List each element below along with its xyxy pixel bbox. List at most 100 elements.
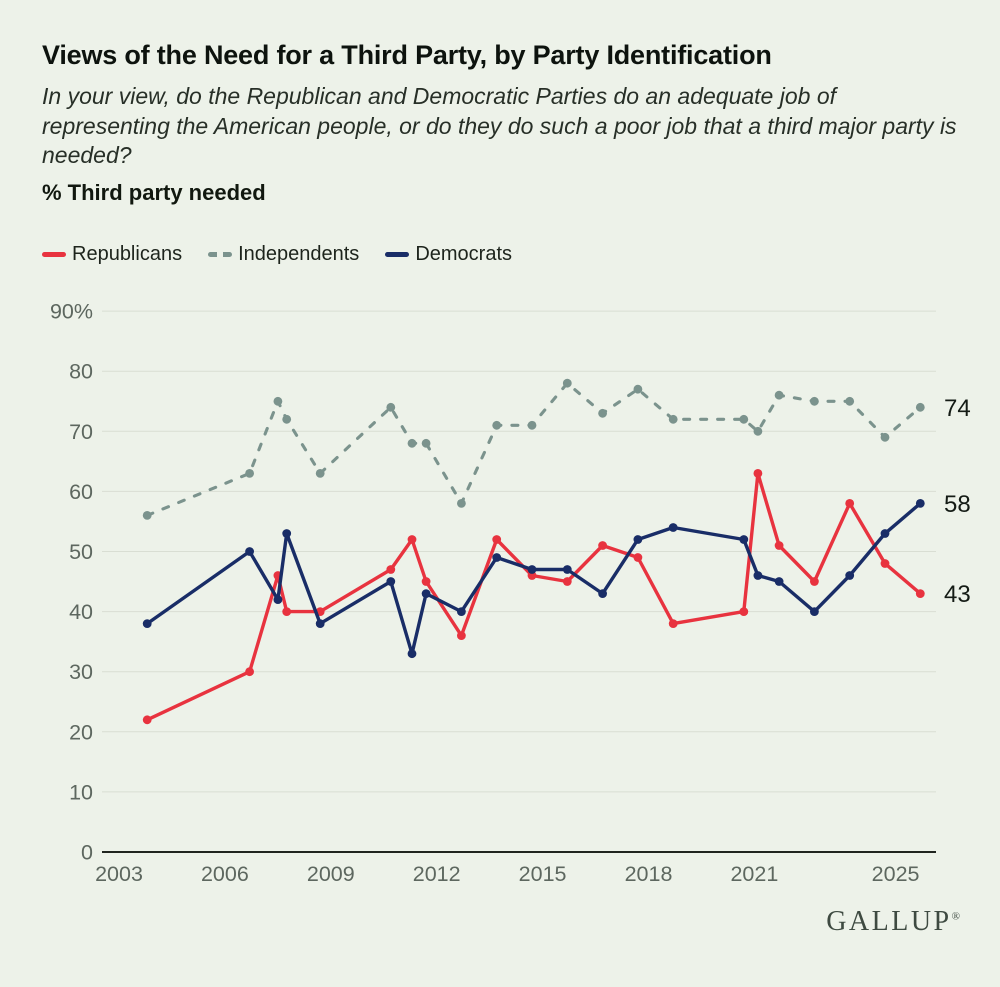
- legend-item-independents: Independents: [208, 243, 359, 266]
- y-tick-label: 20: [69, 720, 93, 744]
- y-tick-label: 60: [69, 480, 93, 504]
- chart-canvas: 0 10 20 30 40 50 60 70 80 90% 2003 2006 2009 2012 2015…: [50, 300, 971, 886]
- data-point-democrats: [810, 607, 819, 616]
- y-tick-label: 40: [69, 600, 93, 624]
- data-point-democrats: [739, 535, 749, 544]
- x-tick-label: 2021: [730, 862, 778, 886]
- data-point-republicans: [753, 469, 763, 478]
- data-point-independents: [598, 408, 607, 418]
- data-point-democrats: [633, 535, 643, 544]
- registered-mark-icon: ®: [951, 910, 960, 923]
- chart-title: Views of the Need for a Third Party, by …: [42, 40, 772, 70]
- data-point-independents: [421, 438, 431, 448]
- data-point-republicans: [492, 535, 502, 544]
- democrats-line-swatch-icon: [385, 252, 410, 257]
- data-point-democrats: [245, 547, 255, 556]
- data-point-independents: [282, 414, 292, 424]
- data-point-independents: [407, 438, 417, 448]
- x-tick-label: 2025: [872, 862, 920, 886]
- data-point-independents: [562, 378, 572, 388]
- x-tick-label: 2009: [307, 862, 355, 886]
- gallup-logo: GALLUP®: [826, 906, 960, 938]
- y-tick-label: 90%: [50, 300, 93, 324]
- data-point-republicans: [774, 541, 784, 550]
- data-point-independents: [527, 420, 537, 430]
- data-point-republicans: [845, 499, 855, 508]
- data-point-democrats: [142, 619, 152, 628]
- data-point-democrats: [492, 553, 502, 562]
- data-point-republicans: [407, 535, 417, 544]
- data-point-independents: [774, 390, 784, 400]
- data-point-democrats: [562, 565, 572, 574]
- data-point-independents: [386, 402, 396, 412]
- data-point-independents: [845, 396, 855, 406]
- y-tick-label: 70: [69, 420, 93, 444]
- data-point-independents: [492, 420, 502, 430]
- x-tick-label: 2018: [625, 862, 673, 886]
- data-point-republicans: [421, 577, 431, 586]
- data-point-republicans: [633, 553, 643, 562]
- x-tick-label: 2012: [413, 862, 461, 886]
- series-line-independents: [145, 381, 922, 517]
- data-point-democrats: [845, 571, 855, 580]
- y-tick-label: 30: [69, 660, 93, 684]
- y-tick-label: 50: [69, 540, 93, 564]
- republicans-line-swatch-icon: [42, 252, 66, 257]
- data-point-republicans: [457, 631, 466, 640]
- survey-question-text: In your view, do the Republican and Demo…: [42, 83, 957, 169]
- data-point-republicans: [282, 607, 292, 616]
- legend: Republicans Independents Democrats: [42, 243, 512, 266]
- data-point-democrats: [315, 619, 325, 628]
- data-point-democrats: [527, 565, 537, 574]
- legend-label-republicans: Republicans: [72, 243, 183, 265]
- data-point-independents: [753, 426, 763, 436]
- data-point-republicans: [810, 577, 819, 586]
- data-point-republicans: [386, 565, 396, 574]
- series-line-democrats: [146, 502, 922, 656]
- y-tick-label: 0: [81, 841, 93, 865]
- data-point-republicans: [245, 667, 255, 677]
- data-point-independents: [633, 384, 643, 394]
- y-tick-label: 10: [69, 780, 93, 804]
- metric-label: % Third party needed: [42, 180, 266, 205]
- data-point-independents: [142, 511, 152, 520]
- data-point-independents: [880, 432, 890, 442]
- legend-item-republicans: Republicans: [42, 243, 182, 266]
- x-tick-label: 2003: [95, 862, 143, 886]
- data-point-democrats: [880, 529, 890, 538]
- data-point-republicans: [562, 577, 572, 586]
- data-point-republicans: [668, 619, 678, 628]
- end-label-democrats: 58: [944, 491, 971, 518]
- end-label-republicans: 43: [944, 581, 971, 608]
- data-point-independents: [273, 396, 283, 406]
- x-tick-label: 2006: [201, 862, 249, 886]
- y-tick-label: 80: [69, 360, 93, 384]
- data-point-democrats: [598, 589, 607, 598]
- data-point-republicans: [598, 541, 607, 550]
- data-point-independents: [915, 402, 925, 412]
- data-point-democrats: [407, 649, 417, 659]
- gallup-wordmark: GALLUP: [826, 906, 952, 937]
- data-point-democrats: [386, 577, 396, 586]
- data-point-democrats: [753, 571, 763, 580]
- data-point-independents: [245, 469, 255, 478]
- legend-item-democrats: Democrats: [385, 243, 512, 266]
- data-point-democrats: [915, 499, 925, 508]
- data-point-republicans: [880, 559, 890, 568]
- legend-label-democrats: Democrats: [415, 243, 513, 265]
- data-point-independents: [315, 469, 325, 478]
- series-line-republicans: [146, 471, 922, 722]
- data-point-democrats: [774, 577, 784, 586]
- independents-dashed-swatch-icon: [208, 252, 233, 257]
- legend-label-independents: Independents: [238, 243, 360, 265]
- data-point-independents: [739, 414, 749, 424]
- data-point-independents: [668, 414, 678, 424]
- data-point-republicans: [142, 715, 152, 725]
- data-point-republicans: [739, 607, 749, 616]
- data-point-republicans: [915, 589, 925, 598]
- data-point-democrats: [273, 595, 283, 604]
- end-label-independents: 74: [944, 395, 971, 422]
- line-chart: 0 10 20 30 40 50 60 70 80 90% 2003 2006 2009 2012 2015…: [0, 280, 1000, 930]
- data-point-democrats: [457, 607, 466, 616]
